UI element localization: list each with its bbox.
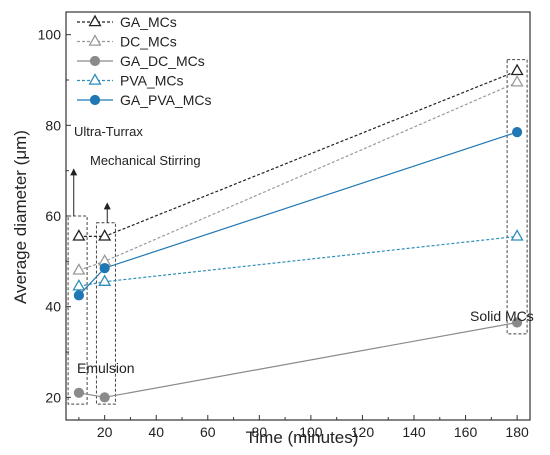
legend-label-PVA_MCs: PVA_MCs bbox=[120, 73, 184, 89]
point-GA_DC_MCs-180 bbox=[512, 317, 523, 328]
x-tick-label-180: 180 bbox=[505, 424, 529, 440]
emulsion-box-10min bbox=[67, 215, 88, 405]
x-tick-label-20: 20 bbox=[97, 424, 113, 440]
legend-marker-GA_MCs bbox=[88, 14, 102, 27]
legend-label-DC_MCs: DC_MCs bbox=[120, 34, 177, 50]
point-GA_PVA_MCs-20 bbox=[99, 263, 110, 274]
series-markers bbox=[72, 63, 524, 403]
series-lines bbox=[78, 70, 518, 398]
annotation-ultra-turrax: Ultra-Turrax bbox=[74, 124, 143, 139]
x-tick-label-140: 140 bbox=[402, 424, 426, 440]
annotation-boxes bbox=[67, 59, 528, 405]
arrow-mechanical-stirring-head bbox=[103, 202, 111, 210]
legend-label-GA_MCs: GA_MCs bbox=[120, 14, 177, 30]
series-line-GA_DC_MCs bbox=[78, 321, 518, 398]
legend-marker-GA_DC_MCs bbox=[89, 55, 101, 67]
y-tick-label-60: 60 bbox=[45, 208, 61, 224]
x-tick-label-60: 60 bbox=[200, 424, 216, 440]
x-tick-label-100: 100 bbox=[299, 424, 323, 440]
point-GA_PVA_MCs-180 bbox=[512, 127, 523, 138]
x-tick-label-120: 120 bbox=[351, 424, 375, 440]
legend: GA_MCs DC_MCs GA_DC_MCs PVA_MCs GA_PVA_MCs bbox=[77, 14, 212, 108]
annotation-emulsion: Emulsion bbox=[77, 360, 135, 376]
axes: 20 40 60 80 100 120 140 160 180 20 40 60 80 100 bbox=[38, 11, 531, 440]
x-axis-title: Time (minutes) bbox=[246, 428, 359, 447]
arrow-ultra-turrax-head bbox=[70, 168, 78, 176]
y-tick-label-40: 40 bbox=[45, 299, 61, 315]
emulsion-box-20min bbox=[95, 222, 116, 405]
legend-marker-GA_PVA_MCs bbox=[89, 94, 101, 106]
annotation-solid-mcs: Solid MCs bbox=[470, 308, 534, 324]
legend-label-GA_DC_MCs: GA_DC_MCs bbox=[120, 53, 205, 69]
x-tick-label-160: 160 bbox=[454, 424, 478, 440]
point-PVA_MCs-180 bbox=[510, 229, 524, 241]
legend-marker-DC_MCs bbox=[88, 34, 102, 46]
y-tick-label-100: 100 bbox=[38, 27, 62, 43]
point-DC_MCs-180 bbox=[510, 74, 524, 87]
point-GA_MCs-10 bbox=[72, 229, 86, 241]
point-DC_MCs-10 bbox=[72, 263, 86, 275]
point-GA_MCs-180 bbox=[510, 63, 524, 76]
x-tick-label-80: 80 bbox=[252, 424, 268, 440]
y-tick-label-80: 80 bbox=[45, 117, 61, 133]
x-tick-label-40: 40 bbox=[148, 424, 164, 440]
legend-marker-PVA_MCs bbox=[88, 73, 102, 85]
legend-label-GA_PVA_MCs: GA_PVA_MCs bbox=[120, 92, 212, 108]
point-PVA_MCs-10 bbox=[72, 278, 86, 291]
point-GA_DC_MCs-10 bbox=[73, 387, 84, 398]
annotation-mechanical-stirring: Mechanical Stirring bbox=[90, 153, 201, 168]
solid-mcs-box bbox=[506, 59, 528, 335]
point-GA_DC_MCs-20 bbox=[99, 392, 110, 403]
point-PVA_MCs-20 bbox=[98, 274, 112, 286]
point-GA_MCs-20 bbox=[98, 229, 112, 241]
series-line-DC_MCs bbox=[78, 81, 518, 271]
y-tick-label-20: 20 bbox=[45, 389, 61, 405]
point-GA_PVA_MCs-10 bbox=[73, 290, 84, 301]
y-axis-title: Average diameter (μm) bbox=[11, 130, 30, 304]
